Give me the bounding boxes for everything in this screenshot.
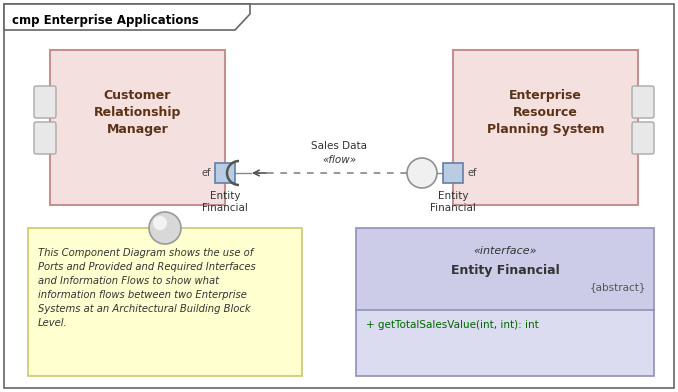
- FancyBboxPatch shape: [356, 310, 654, 376]
- Circle shape: [149, 212, 181, 244]
- Circle shape: [153, 216, 167, 230]
- Text: ef: ef: [201, 168, 211, 178]
- Text: cmp Enterprise Applications: cmp Enterprise Applications: [12, 13, 199, 27]
- FancyBboxPatch shape: [443, 163, 463, 183]
- Text: Enterprise
Resource
Planning System: Enterprise Resource Planning System: [487, 89, 604, 136]
- Text: Entity Financial: Entity Financial: [451, 264, 559, 277]
- FancyBboxPatch shape: [34, 86, 56, 118]
- FancyBboxPatch shape: [34, 122, 56, 154]
- Text: «flow»: «flow»: [322, 155, 356, 165]
- Circle shape: [407, 158, 437, 188]
- Text: «interface»: «interface»: [473, 246, 537, 256]
- FancyBboxPatch shape: [453, 50, 638, 205]
- FancyBboxPatch shape: [28, 228, 302, 376]
- Text: Entity
Financial: Entity Financial: [430, 191, 476, 212]
- Text: Sales Data: Sales Data: [311, 141, 367, 151]
- FancyBboxPatch shape: [215, 163, 235, 183]
- FancyBboxPatch shape: [632, 122, 654, 154]
- Text: {abstract}: {abstract}: [589, 282, 646, 292]
- FancyBboxPatch shape: [4, 4, 674, 388]
- FancyBboxPatch shape: [632, 86, 654, 118]
- Text: This Component Diagram shows the use of
Ports and Provided and Required Interfac: This Component Diagram shows the use of …: [38, 248, 256, 328]
- Polygon shape: [4, 4, 250, 30]
- Text: + getTotalSalesValue(int, int): int: + getTotalSalesValue(int, int): int: [366, 320, 539, 330]
- Text: Entity
Financial: Entity Financial: [202, 191, 248, 212]
- FancyBboxPatch shape: [356, 228, 654, 310]
- Text: ef: ef: [467, 168, 477, 178]
- FancyBboxPatch shape: [50, 50, 225, 205]
- Text: Customer
Relationship
Manager: Customer Relationship Manager: [94, 89, 181, 136]
